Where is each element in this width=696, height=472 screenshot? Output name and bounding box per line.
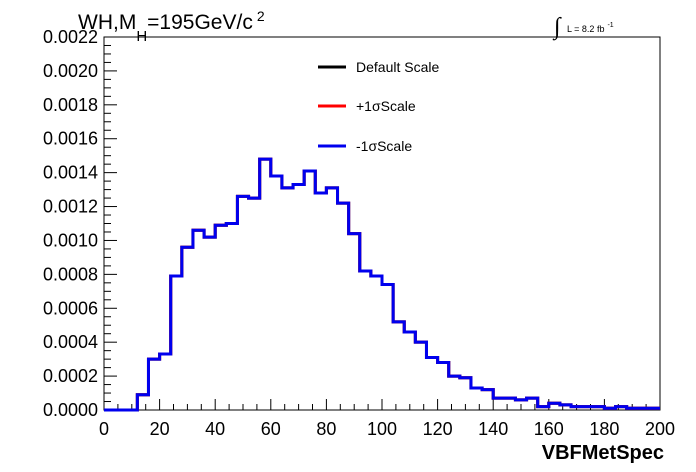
lumi-integral-sign: ∫ [552, 14, 562, 41]
title-main: WH,M [78, 11, 136, 34]
chart-title: WH,MH=195GeV/c 2 [78, 8, 265, 45]
y-tick-label: 0.0018 [43, 95, 98, 115]
x-tick-label: 160 [534, 419, 564, 439]
legend-label-default: Default Scale [356, 59, 439, 75]
x-axis-label: VBFMetSpec [542, 442, 664, 464]
lumi-label: L = 8.2 fb -1 [567, 22, 614, 34]
x-tick-label: 20 [150, 419, 170, 439]
y-tick-label: 0.0010 [43, 230, 98, 250]
x-tick-label: 60 [261, 419, 281, 439]
x-axis: 0 20 40 60 80 100 120 140 160 180 200 [99, 399, 675, 439]
x-tick-label: 180 [589, 419, 619, 439]
legend-label-plus1sigma: +1σScale [356, 98, 416, 114]
y-tick-label: 0.0000 [43, 400, 98, 420]
y-tick-label: 0.0012 [43, 197, 98, 217]
y-tick-label: 0.0004 [43, 332, 98, 352]
legend-label-minus1sigma: -1σScale [356, 138, 412, 154]
legend: Default Scale +1σScale -1σScale [318, 59, 439, 154]
series-line-minus1sigma [104, 157, 660, 412]
y-tick-label: 0.0006 [43, 298, 98, 318]
histogram-series [104, 157, 660, 412]
title-superscript: 2 [257, 8, 265, 24]
x-tick-label: 120 [423, 419, 453, 439]
x-tick-label: 100 [367, 419, 397, 439]
y-tick-label: 0.0016 [43, 129, 98, 149]
y-tick-label: 0.0008 [43, 264, 98, 284]
x-tick-label: 140 [478, 419, 508, 439]
y-tick-label: 0.0020 [43, 61, 98, 81]
x-tick-label: 200 [645, 419, 675, 439]
x-tick-label: 80 [316, 419, 336, 439]
y-tick-label: 0.0014 [43, 163, 98, 183]
x-tick-label: 40 [205, 419, 225, 439]
y-tick-label: 0.0022 [43, 27, 98, 47]
y-axis: 0.0000 0.0002 0.0004 0.0006 0.0008 0.0010 0.00… [43, 27, 117, 420]
title-rest: =195GeV/c [147, 11, 253, 34]
y-tick-label: 0.0002 [43, 366, 98, 386]
plot-frame [103, 36, 661, 411]
x-tick-label: 0 [99, 419, 109, 439]
